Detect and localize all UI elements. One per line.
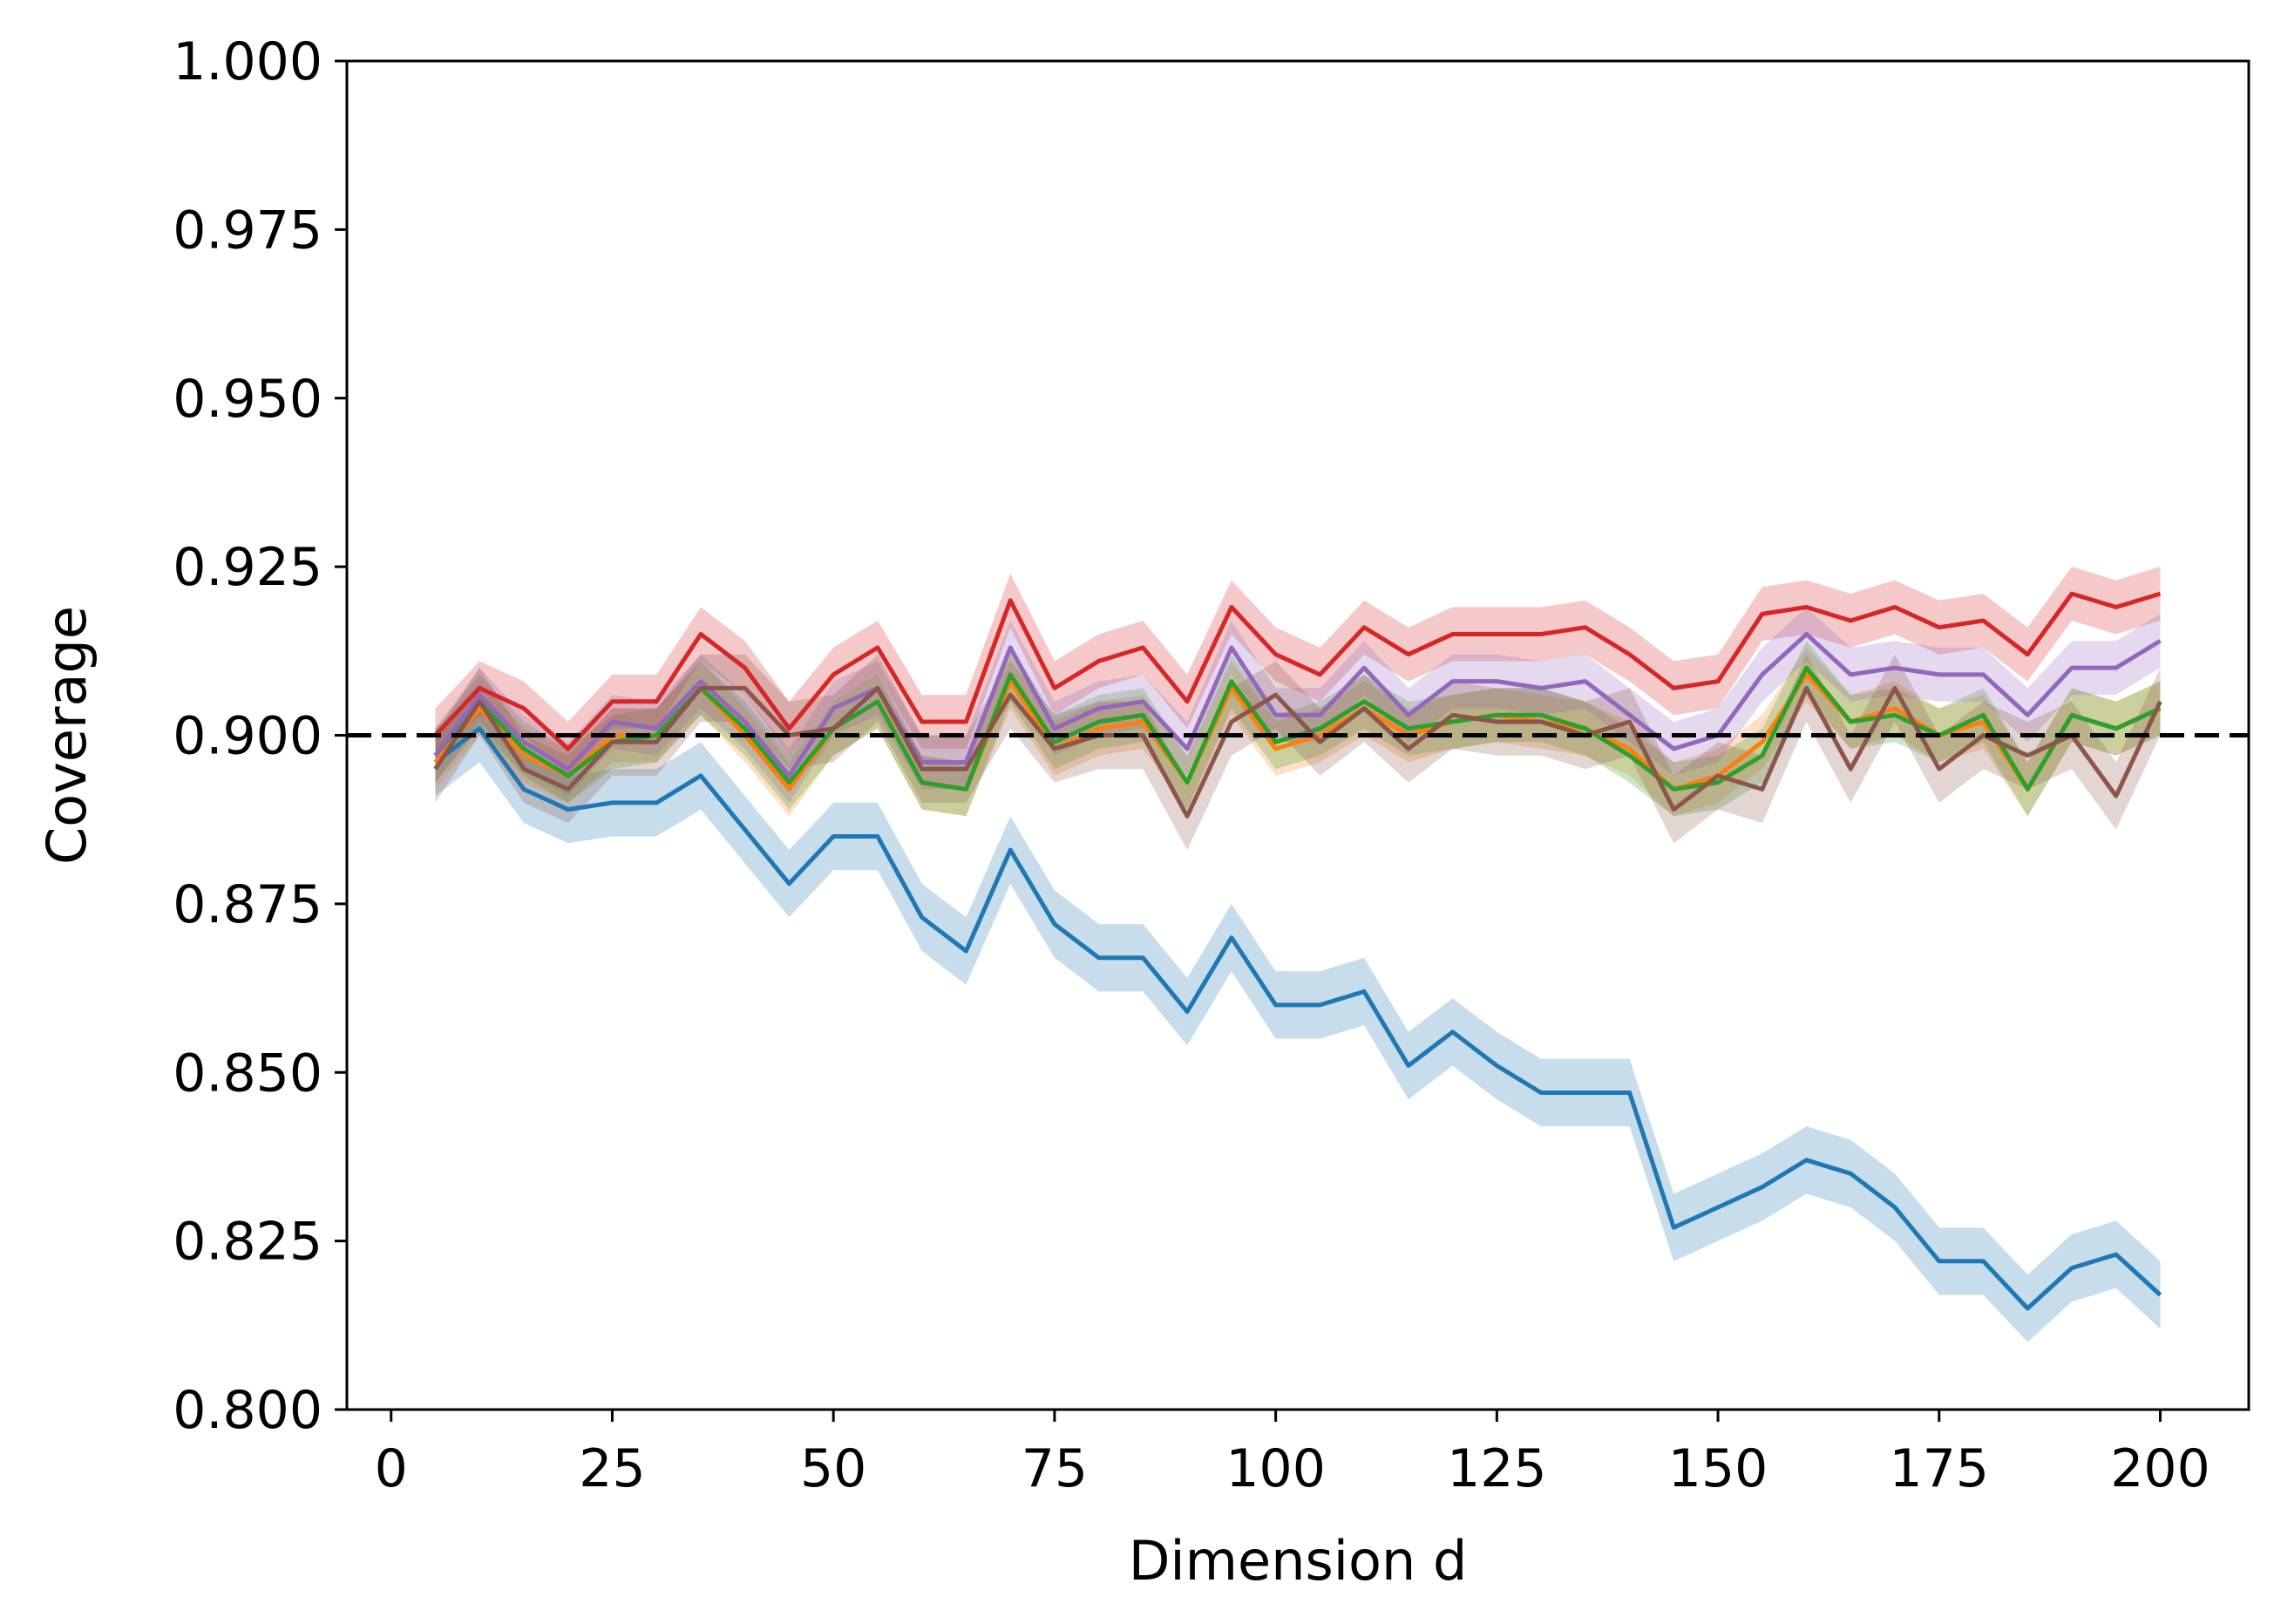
series-5-band [435, 607, 2161, 803]
y-tick-label: 0.825 [173, 1212, 322, 1273]
series-3-band [435, 641, 2161, 817]
series-1-line [433, 726, 2162, 1311]
x-tick-label: 200 [2110, 1438, 2210, 1499]
y-axis-label: Coverage [35, 606, 98, 865]
series-6-band [435, 654, 2161, 850]
series-6-line [433, 685, 2162, 819]
y-tick-label: 0.800 [173, 1380, 322, 1441]
y-tick-label: 0.950 [173, 369, 322, 430]
y-tick-label: 0.975 [173, 200, 322, 261]
x-axis-ticks: 0 25 50 75 100 125 150 175 200 [375, 1410, 2210, 1499]
y-axis-ticks: 0.800 0.825 0.850 0.875 0.900 0.925 0.950 0.975… [173, 31, 347, 1441]
y-tick-label: 0.925 [173, 537, 322, 598]
x-tick-label: 100 [1225, 1438, 1326, 1499]
series-4-band [435, 567, 2161, 776]
y-tick-label: 0.900 [173, 706, 322, 767]
x-tick-label: 75 [1022, 1438, 1088, 1499]
series-5-line [433, 632, 2162, 778]
confidence-bands [435, 567, 2161, 1342]
x-tick-label: 50 [800, 1438, 866, 1499]
series-2-line [433, 672, 2162, 792]
series-4-line [433, 591, 2162, 751]
x-tick-label: 25 [579, 1438, 645, 1499]
x-tick-label: 125 [1447, 1438, 1547, 1499]
x-tick-label: 0 [375, 1438, 408, 1499]
y-tick-label: 0.875 [173, 874, 322, 935]
y-tick-label: 0.850 [173, 1043, 322, 1104]
x-tick-label: 150 [1668, 1438, 1768, 1499]
x-tick-label: 175 [1890, 1438, 1990, 1499]
series-1-band [435, 695, 2161, 1342]
x-axis-label: Dimension d [1129, 1529, 1468, 1593]
y-tick-label: 1.000 [173, 31, 322, 92]
series-lines [433, 591, 2162, 1311]
